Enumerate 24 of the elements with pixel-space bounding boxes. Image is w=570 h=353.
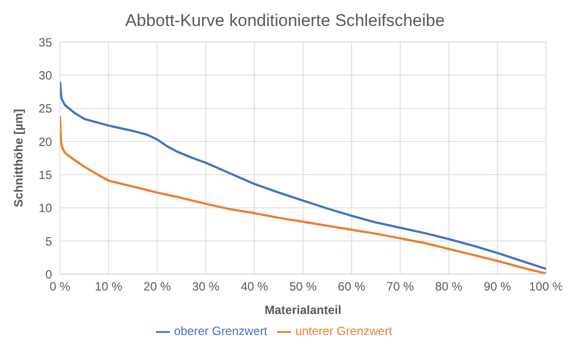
y-tick-label: 35 — [38, 35, 52, 50]
legend-label: unterer Grenzwert — [295, 324, 392, 338]
x-tick-label: 10 % — [94, 280, 123, 294]
x-tick-label: 40 % — [240, 280, 268, 294]
x-tick-label: 70 % — [386, 280, 414, 294]
y-tick-label: 10 — [38, 201, 52, 216]
x-tick-label: 60 % — [338, 280, 366, 294]
chart-title: Abbott-Kurve konditionierte Schleifscheibe — [125, 11, 445, 30]
y-tick-label: 0 — [45, 267, 52, 282]
x-tick-label: 50 % — [289, 280, 317, 294]
y-tick-label: 30 — [38, 68, 52, 82]
y-tick-label: 15 — [38, 168, 52, 182]
y-tick-label: 25 — [38, 102, 52, 116]
x-tick-label: 20 % — [144, 280, 172, 294]
x-tick-label: 30 % — [192, 280, 220, 294]
line-series — [60, 80, 546, 270]
x-tick-label: 90 % — [484, 280, 512, 294]
x-tick-label: 0 % — [50, 280, 71, 294]
x-tick-label: 80 % — [435, 280, 463, 294]
y-tick-label: 20 — [38, 134, 52, 149]
legend-label: oberer Grenzwert — [174, 324, 268, 338]
y-tick-label: 5 — [45, 234, 52, 248]
x-axis-title: Materialanteil — [264, 303, 342, 318]
y-axis-title: Schnitthöhe [µm] — [11, 108, 26, 208]
